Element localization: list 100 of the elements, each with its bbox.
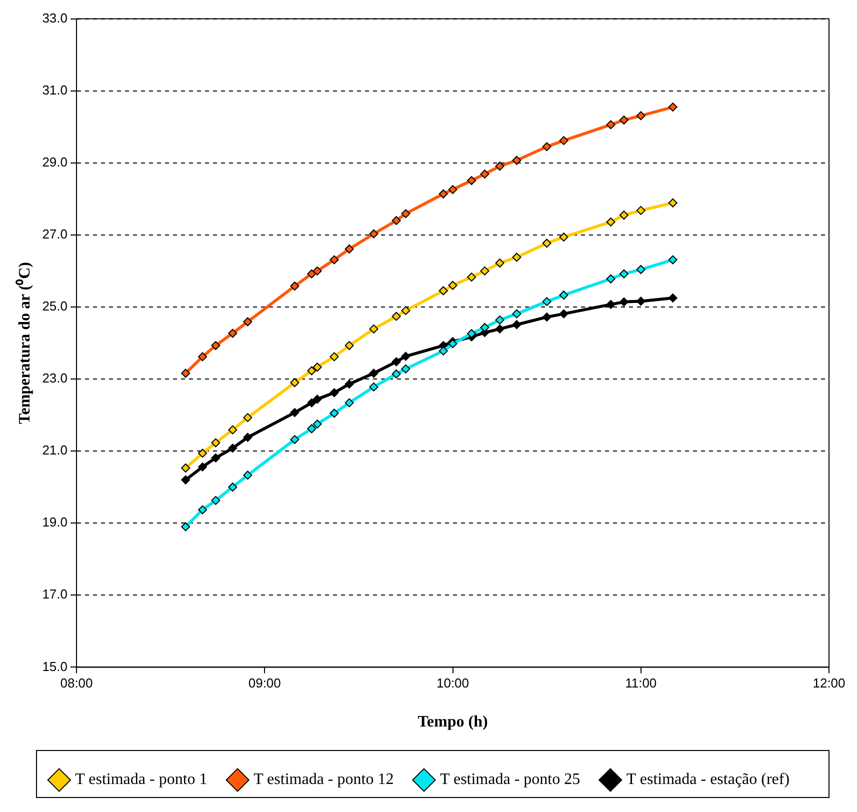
point: [512, 156, 522, 165]
point: [392, 216, 401, 226]
point: [668, 102, 678, 112]
point: [512, 252, 522, 262]
point: [401, 306, 410, 316]
point: [369, 324, 378, 334]
point: [438, 286, 448, 296]
point: [401, 352, 410, 361]
y-tick-label: 29.0: [42, 154, 68, 170]
y-tick-label: 31.0: [42, 82, 68, 98]
point: [243, 432, 252, 442]
point: [344, 341, 354, 350]
point: [243, 470, 252, 480]
point: [307, 366, 316, 376]
point: [438, 189, 448, 198]
point: [307, 398, 316, 408]
point: [198, 505, 208, 514]
point: [330, 408, 339, 418]
point: [448, 185, 458, 194]
point: [636, 265, 646, 274]
point: [480, 266, 490, 276]
point: [243, 413, 252, 422]
point: [290, 282, 300, 291]
point: [344, 380, 354, 389]
point: [369, 382, 378, 392]
legend-label: T estimada - ponto 25: [440, 771, 580, 788]
point: [542, 238, 552, 248]
point: [228, 425, 238, 434]
point: [467, 176, 476, 186]
point: [401, 209, 410, 218]
x-tick-label: 11:00: [625, 676, 657, 691]
point: [369, 229, 378, 238]
point: [392, 357, 401, 366]
point: [181, 463, 190, 472]
point: [211, 453, 220, 462]
point: [228, 482, 238, 492]
point: [668, 293, 678, 302]
x-axis-title: Tempo (h): [418, 714, 488, 731]
point: [467, 272, 476, 282]
y-tick-label: 15.0: [42, 658, 68, 674]
point: [330, 255, 339, 264]
point: [290, 408, 300, 418]
point: [559, 309, 568, 318]
point: [606, 217, 616, 226]
point: [512, 309, 522, 318]
point: [198, 352, 208, 362]
point: [606, 120, 616, 130]
point: [448, 280, 458, 290]
point: [619, 116, 628, 125]
x-tick-label: 09:00: [248, 676, 281, 691]
point: [369, 368, 378, 378]
point: [392, 369, 401, 378]
point: [495, 258, 504, 268]
point: [668, 198, 678, 208]
x-tick-label: 10:00: [436, 676, 470, 691]
point: [290, 435, 300, 444]
point: [312, 420, 322, 429]
point: [312, 394, 322, 404]
point: [495, 324, 504, 334]
point: [307, 424, 316, 434]
point: [542, 297, 552, 306]
y-tick-label: 23.0: [42, 370, 68, 386]
x-tick-label: 12:00: [812, 676, 846, 691]
point: [211, 341, 220, 350]
point: [619, 210, 628, 220]
point: [344, 244, 354, 254]
y-tick-label: 17.0: [42, 586, 68, 602]
point: [330, 388, 339, 398]
point: [228, 444, 238, 453]
point: [606, 300, 616, 309]
point: [495, 315, 504, 324]
point: [606, 274, 616, 284]
point: [495, 162, 504, 171]
point: [401, 364, 410, 374]
point: [290, 378, 300, 388]
legend-label: T estimada - estação (ref): [626, 771, 790, 788]
point: [307, 269, 316, 278]
y-tick-label: 33.0: [42, 10, 68, 26]
x-tick-label: 08:00: [60, 676, 93, 691]
point: [559, 232, 568, 242]
point: [344, 398, 354, 408]
point: [228, 328, 238, 338]
point: [198, 462, 208, 472]
point: [312, 362, 322, 372]
point: [181, 368, 190, 378]
point: [480, 170, 490, 179]
point: [198, 448, 208, 458]
point: [181, 475, 190, 484]
y-tick-label: 19.0: [42, 514, 68, 530]
y-axis-title: Temperatura do ar (⁰C): [16, 262, 34, 424]
point: [619, 297, 628, 306]
point: [243, 317, 252, 326]
point: [542, 142, 552, 152]
point: [312, 266, 322, 276]
point: [181, 522, 190, 532]
point: [636, 111, 646, 120]
point: [559, 290, 568, 300]
point: [211, 438, 220, 448]
legend-label: T estimada - ponto 1: [75, 771, 208, 788]
point: [512, 320, 522, 330]
